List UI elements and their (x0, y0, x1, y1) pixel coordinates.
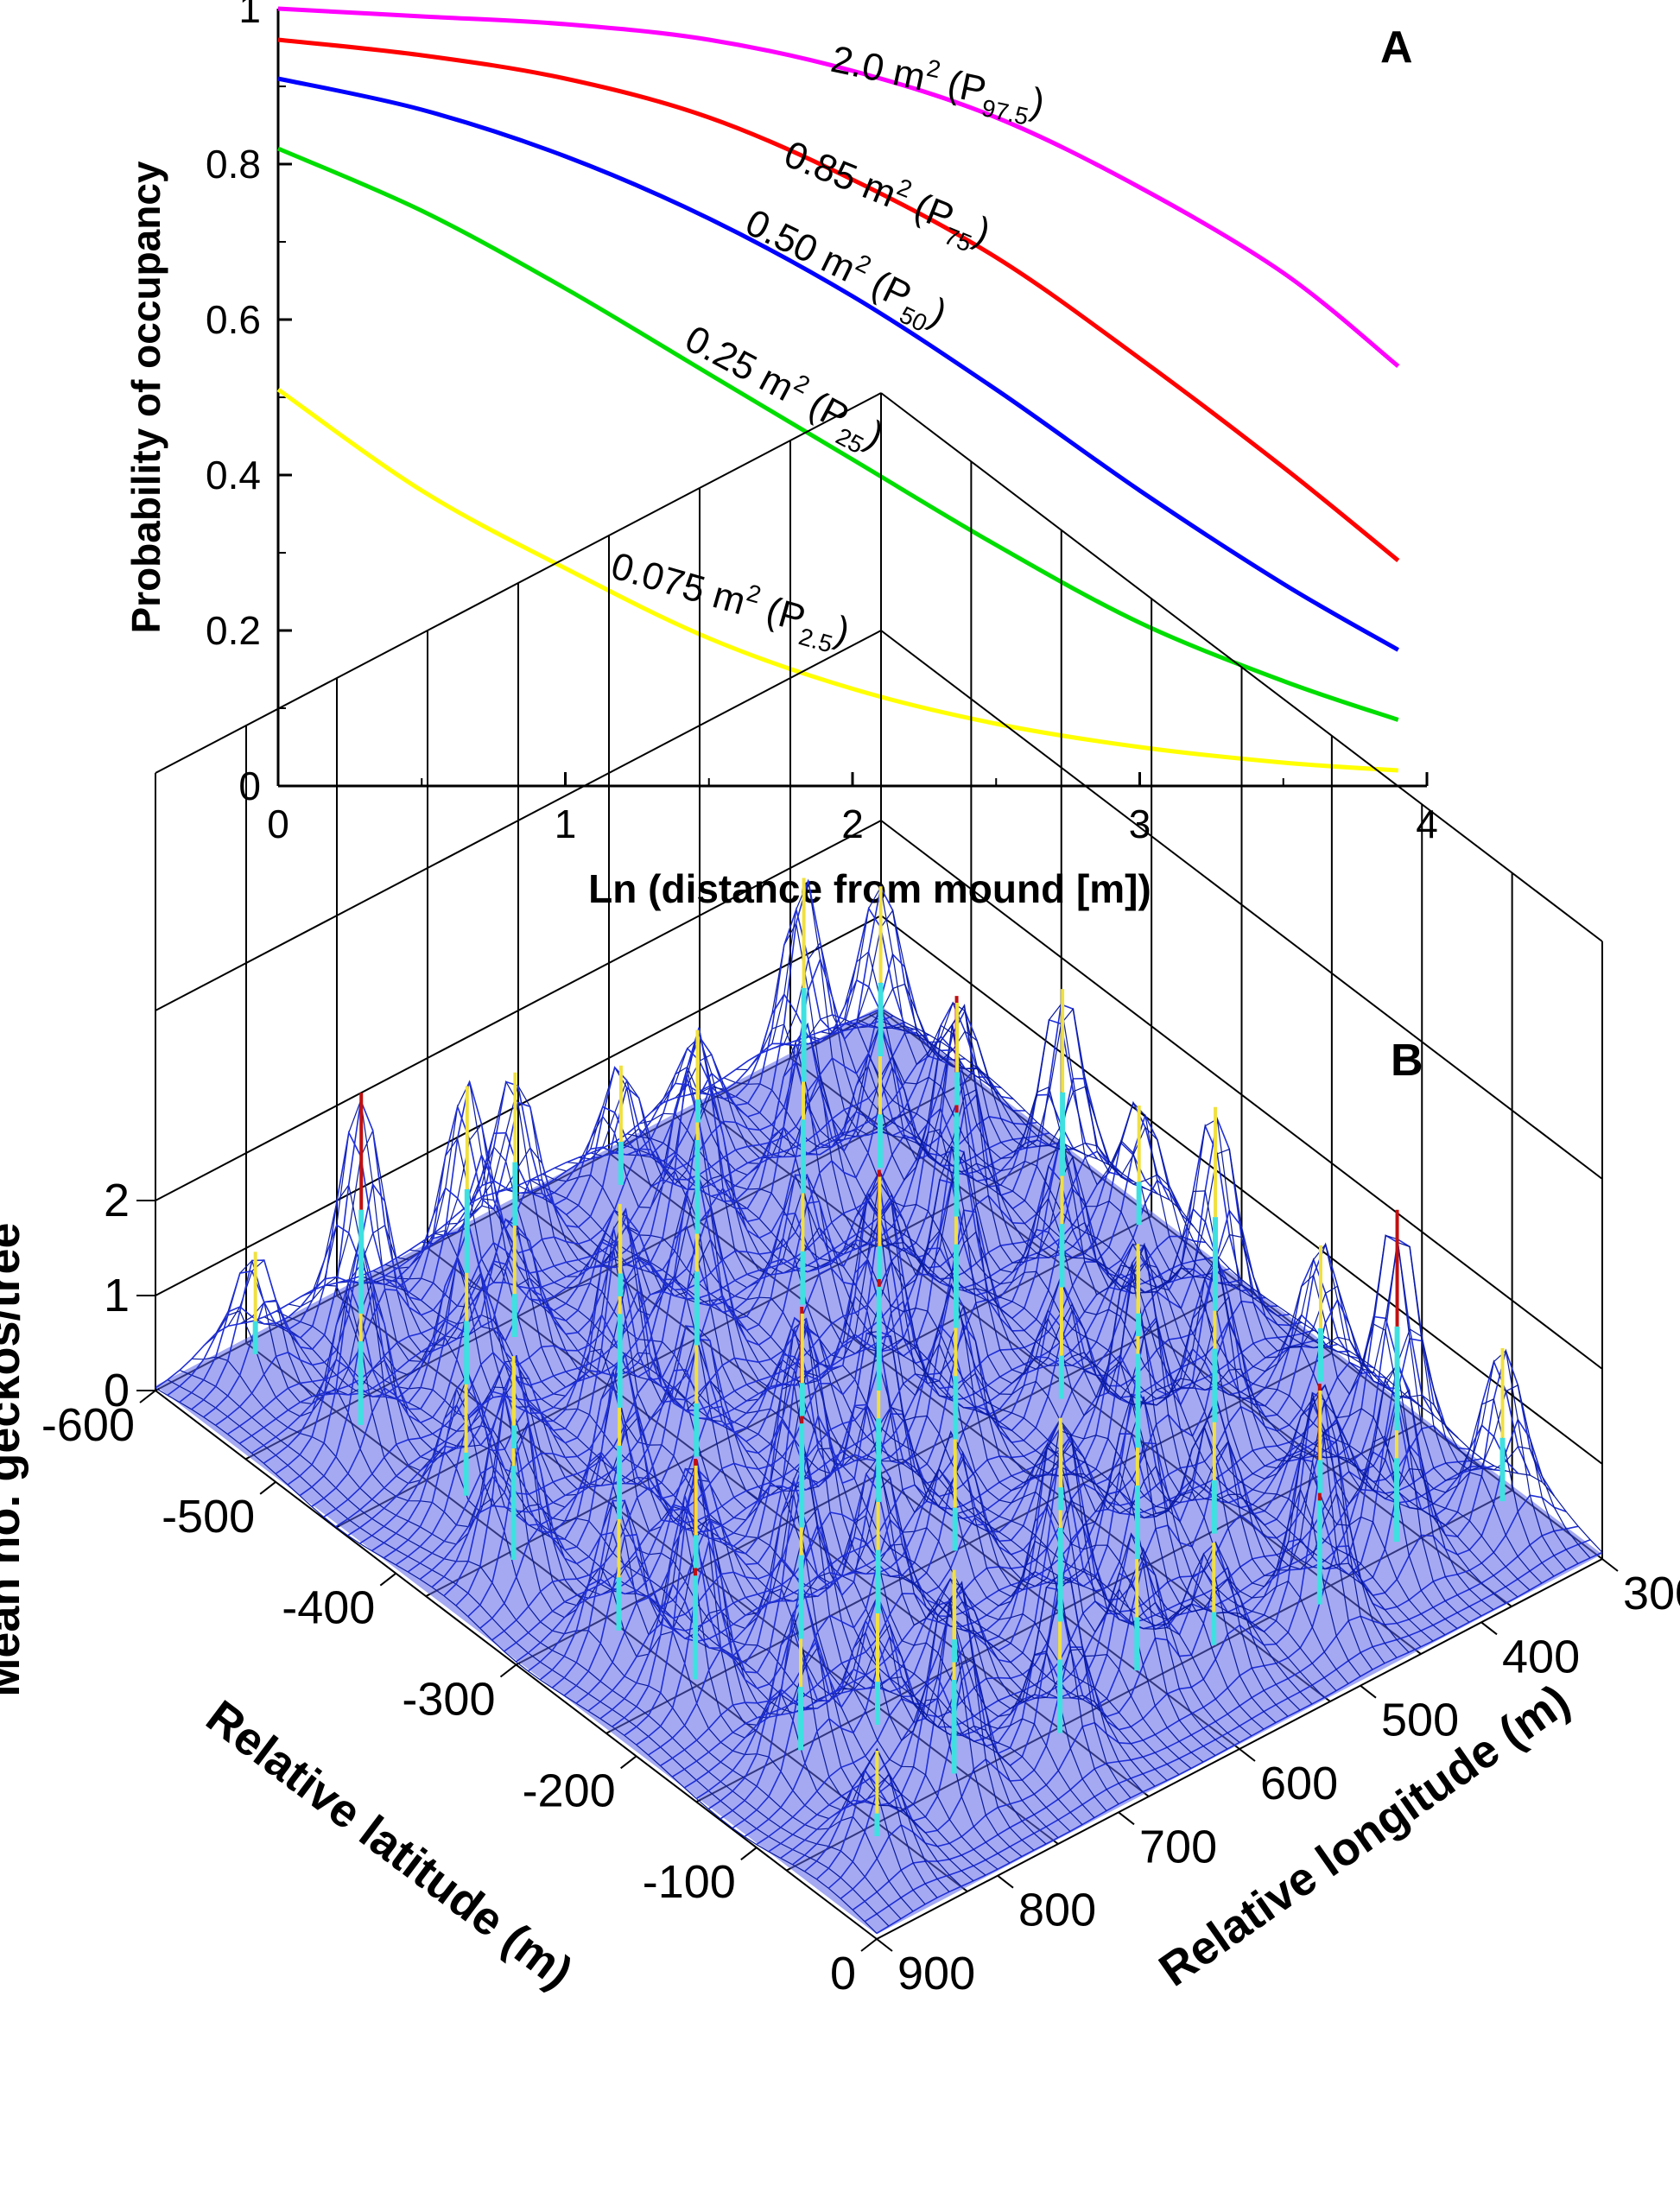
mesh-line (868, 1013, 1591, 1559)
series-line-4 (276, 387, 1398, 773)
lat-tick-mark (740, 1847, 758, 1860)
lon-tick-mark (876, 1938, 893, 1952)
grid-line (880, 630, 1603, 1180)
lat-tick-mark (139, 1390, 156, 1403)
lat-tick-label: -300 (402, 1674, 495, 1726)
series-line-1 (277, 37, 1400, 562)
mesh-line (832, 909, 1555, 1577)
mesh-line (880, 1008, 1603, 1553)
lat-tick-mark (860, 1938, 878, 1952)
panel-b-tick-labels: 0 1 2 -600 -500 -400 -300 -200 -100 0 300 400 500 600… (41, 1175, 1680, 1999)
panel-a-curves (276, 6, 1400, 773)
lon-tick-label: 700 (1139, 1821, 1217, 1872)
x-tick-label: 3 (1129, 802, 1151, 846)
lon-tick-label: 500 (1381, 1695, 1459, 1746)
panel-b-z-axis-title: Mean no. geckos/tree (0, 1222, 29, 1696)
mesh-line (771, 941, 1494, 1611)
lon-tick-mark (1118, 1811, 1135, 1826)
panel-a-letter: A (1380, 22, 1413, 73)
mesh-line (179, 992, 906, 1403)
mesh-line (227, 953, 954, 1435)
lon-tick-label: 300 (1623, 1568, 1680, 1619)
lon-tick-label: 900 (897, 1948, 975, 1999)
y-tick-label: 0.8 (206, 142, 261, 187)
lon-tick-label: 800 (1018, 1885, 1096, 1936)
lon-tick-mark (1480, 1621, 1498, 1636)
mesh-line (844, 983, 1567, 1570)
panel-a-y-ticks: 0 0.2 0.4 0.6 0.8 1 (206, 0, 292, 808)
y-tick-label: 0 (238, 764, 261, 808)
mesh-line (215, 884, 941, 1426)
mesh-line (250, 1055, 978, 1454)
lon-tick-mark (1239, 1748, 1256, 1762)
lat-tick-label: -500 (162, 1491, 255, 1543)
series-label-0: 2.0 m2 (P97.5) (826, 35, 1049, 133)
grid-line (155, 630, 882, 1011)
series-label-4: 0.075 m2 (P2.5) (604, 542, 855, 662)
mesh-line (191, 907, 917, 1410)
panel-b-peaks (252, 878, 1506, 1836)
panel-b-surface-plot: B 012-600-500-400-300-200-10003004005006… (0, 392, 1680, 1999)
z-tick-label: 1 (104, 1270, 130, 1321)
panel-a-x-axis-title: Ln (distance from mound [m]) (588, 866, 1151, 911)
y-tick-label: 0.2 (206, 608, 261, 653)
series-line-0 (277, 6, 1400, 368)
y-tick-label: 1 (238, 0, 261, 31)
grid-line (880, 915, 1603, 1465)
series-label-3: 0.25 m2 (P25) (675, 314, 892, 465)
lat-tick-label: -100 (643, 1856, 736, 1908)
panel-a-y-axis-title: Probability of occupancy (124, 161, 168, 633)
mesh-line (263, 1035, 990, 1464)
lat-tick-mark (620, 1755, 637, 1770)
x-tick-label: 0 (267, 802, 289, 846)
series-line-3 (277, 146, 1399, 722)
grid-line (880, 820, 1603, 1370)
lat-tick-mark (379, 1572, 396, 1587)
lat-tick-label: -600 (41, 1399, 135, 1451)
x-tick-label: 1 (555, 802, 577, 846)
y-tick-label: 0.6 (206, 297, 261, 342)
lon-tick-label: 400 (1502, 1631, 1580, 1682)
lon-tick-mark (1601, 1558, 1619, 1572)
lon-tick-mark (997, 1874, 1014, 1889)
series-line-2 (277, 76, 1399, 652)
panel-b-letter: B (1391, 1036, 1423, 1086)
mesh-line (203, 880, 929, 1418)
mesh-line (820, 885, 1543, 1584)
grid-line (155, 392, 882, 774)
y-tick-label: 0.4 (206, 453, 261, 497)
mesh-line (167, 1015, 894, 1397)
panel-a-curve-labels: 2.0 m2 (P97.5)0.85 m2 (P75)0.50 m2 (P50)… (604, 35, 1049, 662)
grid-line (155, 820, 882, 1201)
lat-tick-mark (259, 1481, 276, 1495)
lat-tick-label: 0 (830, 1948, 856, 1999)
lon-tick-mark (1360, 1684, 1377, 1699)
panel-b-latitude-axis-title: Relative latitude (m) (197, 1690, 582, 1999)
lon-tick-label: 600 (1260, 1758, 1338, 1809)
z-tick-label: 0 (104, 1365, 130, 1416)
lat-tick-label: -200 (523, 1765, 616, 1816)
z-tick-label: 2 (104, 1175, 130, 1226)
mesh-line (808, 951, 1531, 1591)
lat-tick-label: -400 (282, 1582, 375, 1634)
mesh-line (155, 1008, 882, 1389)
lat-tick-mark (499, 1663, 517, 1678)
grid-line (880, 392, 1603, 942)
